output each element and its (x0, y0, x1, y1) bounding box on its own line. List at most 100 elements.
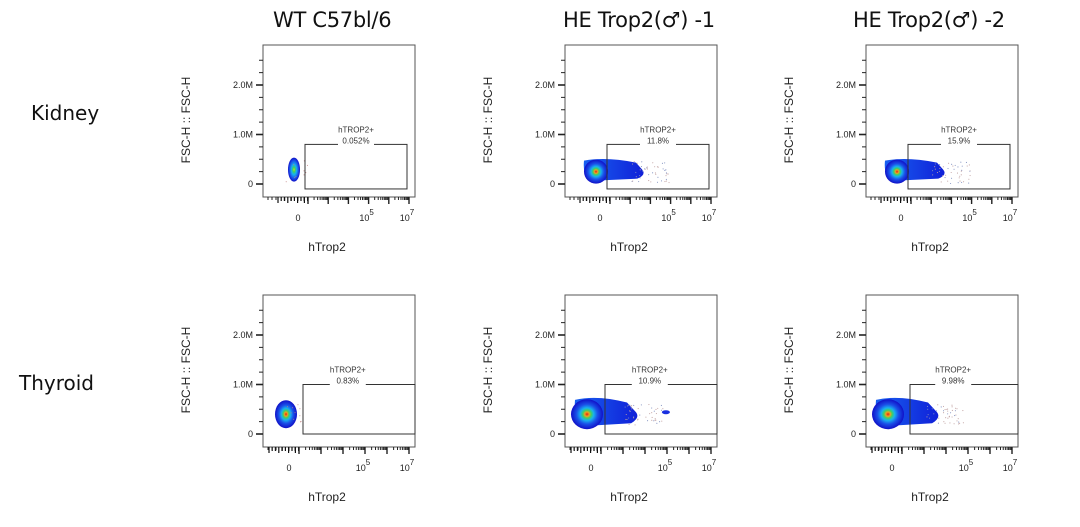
density-population (571, 397, 670, 430)
event-dot (947, 410, 949, 412)
event-dot (942, 405, 945, 407)
event-dot (960, 161, 962, 163)
event-dot (951, 404, 953, 406)
event-dot (640, 165, 642, 168)
event-dot (968, 178, 970, 180)
event-dot (629, 404, 631, 406)
event-dot (943, 421, 945, 423)
event-dot (299, 415, 301, 417)
event-dot (639, 174, 641, 177)
event-dot (926, 405, 929, 408)
event-dot (644, 168, 646, 170)
event-dot (957, 166, 959, 168)
event-dot (634, 424, 636, 426)
x-axis-title: hTrop2 (308, 240, 346, 254)
event-dot (632, 163, 634, 165)
event-dot (627, 405, 629, 407)
event-dot (927, 414, 929, 416)
gate-label-bg (640, 142, 676, 147)
y-tick-label: 1.0M (233, 130, 253, 140)
y-tick-label: 2.0M (233, 80, 253, 90)
event-dot (951, 177, 953, 179)
event-dot (969, 170, 971, 172)
event-dot (961, 169, 963, 171)
event-dot (955, 414, 957, 416)
event-dot (937, 422, 939, 424)
event-dot (956, 172, 959, 174)
event-dot (295, 176, 297, 178)
event-dot (951, 409, 953, 412)
event-dot (953, 168, 955, 170)
event-dot (660, 404, 662, 406)
event-dot (665, 172, 667, 174)
event-dot (943, 410, 945, 412)
event-dot (642, 170, 644, 172)
gate-name-label: hTROP2+ (941, 125, 977, 134)
plot-frame (564, 294, 718, 448)
event-dot (665, 180, 667, 182)
plot-frame (865, 44, 1019, 198)
event-dot (927, 408, 929, 410)
gate-percent-label: 15.9% (948, 136, 971, 145)
event-dot (624, 406, 626, 408)
event-dot (638, 181, 640, 183)
gate-rect (304, 143, 408, 190)
x-tick-label: 105 (658, 458, 673, 473)
event-dot (646, 168, 648, 170)
event-dot (293, 418, 295, 420)
event-dot (662, 408, 664, 410)
event-dot (305, 172, 307, 174)
gate-label-bg (941, 142, 977, 147)
event-dot (633, 417, 635, 419)
gate-label-bg (338, 142, 374, 147)
event-dot (292, 407, 294, 409)
event-dot (306, 164, 308, 166)
event-dot (934, 168, 936, 170)
event-dot (960, 174, 962, 176)
x-tick-label: 107 (400, 458, 415, 473)
event-dot (947, 413, 949, 415)
plot-frame (262, 44, 416, 198)
event-dot (665, 178, 667, 180)
event-dot (931, 170, 934, 172)
x-axis-title: hTrop2 (308, 490, 346, 504)
event-dot (665, 169, 667, 171)
event-dot (647, 420, 649, 422)
event-dot (631, 408, 633, 410)
event-dot (656, 422, 658, 424)
event-dot (652, 172, 654, 174)
event-dot (958, 177, 960, 179)
y-tick-label: 0 (851, 429, 856, 439)
event-dot (652, 162, 654, 164)
event-dot (286, 406, 288, 408)
density-population (884, 159, 971, 185)
event-dot (940, 406, 942, 408)
y-tick-label: 1.0M (535, 380, 555, 390)
event-dot (646, 167, 648, 169)
event-dot (303, 170, 305, 172)
density-blob (872, 399, 904, 430)
event-dot (661, 162, 663, 164)
plot-frame (262, 294, 416, 448)
event-dot (653, 410, 655, 412)
event-dot (667, 173, 669, 175)
event-dot (651, 416, 653, 419)
event-dot (625, 413, 627, 416)
x-axis-title: hTrop2 (610, 240, 648, 254)
event-dot (961, 165, 963, 167)
event-dot (630, 406, 632, 408)
event-dot (944, 422, 946, 424)
gate-name-label: hTROP2+ (632, 366, 668, 375)
event-dot (949, 422, 951, 424)
event-dot (661, 420, 663, 422)
event-dot (965, 161, 967, 163)
y-tick-label: 2.0M (535, 80, 555, 90)
event-dot (636, 162, 638, 164)
x-axis-title: hTrop2 (911, 490, 949, 504)
x-tick-label: 0 (597, 213, 602, 223)
event-dot (665, 175, 667, 177)
gate-label-bg (631, 382, 668, 387)
event-dot (958, 421, 960, 423)
